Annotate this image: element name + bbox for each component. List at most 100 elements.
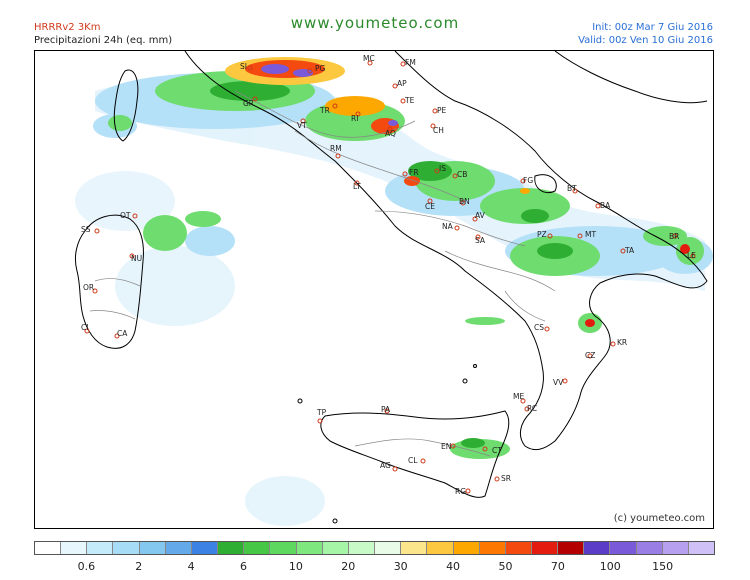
legend-swatch: [401, 542, 428, 554]
legend-label: 30: [393, 560, 408, 573]
city-label: IS: [439, 164, 446, 173]
city-label: VV: [553, 378, 564, 387]
precip-light: [75, 85, 705, 526]
city-label: EN: [441, 442, 451, 451]
legend-swatch: [87, 542, 114, 554]
city-label: TA: [624, 246, 635, 255]
city-label: CB: [457, 170, 467, 179]
city-label: CI: [81, 323, 88, 332]
city-label: NA: [442, 222, 454, 231]
legend-swatch: [375, 542, 402, 554]
legend-label: 100: [599, 560, 621, 573]
city-label: TR: [319, 106, 330, 115]
model-name: HRRRv2 3Km: [34, 22, 101, 33]
legend-swatch: [610, 542, 637, 554]
city-label: FR: [409, 168, 419, 177]
city-label: CL: [408, 456, 418, 465]
city-label: TE: [404, 96, 415, 105]
city-label: CE: [425, 202, 435, 211]
city-label: CH: [433, 126, 444, 135]
legend-swatch: [139, 542, 166, 554]
city-label: VT: [297, 121, 307, 130]
city-label: CS: [534, 323, 544, 332]
legend-swatch: [479, 542, 506, 554]
legend-label: 50: [498, 560, 513, 573]
legend-label: 10: [288, 560, 303, 573]
legend-swatch: [584, 542, 611, 554]
city-label: PE: [437, 106, 447, 115]
legend-label: 150: [652, 560, 674, 573]
legend-swatch: [558, 542, 585, 554]
city-label: AP: [397, 79, 407, 88]
city-label: FM: [405, 58, 416, 67]
precip-darkgreen: [210, 81, 573, 448]
legend-swatch: [636, 542, 663, 554]
city-label: RM: [330, 144, 342, 153]
city-label: CT: [492, 446, 502, 455]
city-label: OT: [120, 211, 131, 220]
city-label: GR: [243, 99, 254, 108]
legend-label: 6: [240, 560, 248, 573]
legend-swatch: [348, 542, 376, 554]
city-label: PZ: [537, 230, 547, 239]
legend-swatch: [688, 542, 715, 554]
legend-label: 70: [550, 560, 565, 573]
legend-swatch: [270, 542, 297, 554]
legend-swatch: [296, 542, 323, 554]
coastlines: [74, 51, 708, 524]
legend-swatch: [505, 542, 532, 554]
precipitation-map: SI PG MC FM AP TE PE GR VT TR RI AQ CH R…: [34, 50, 714, 529]
city-label: SR: [501, 474, 511, 483]
city-label: SI: [240, 62, 247, 71]
legend-label: 4: [187, 560, 195, 573]
legend-swatch: [531, 542, 559, 554]
city-label: ME: [513, 392, 524, 401]
city-label: LT: [353, 182, 361, 191]
city-label: PA: [381, 405, 391, 414]
city-label: TP: [316, 408, 327, 417]
city-label: NU: [131, 254, 142, 263]
map-copyright: (c) youmeteo.com: [613, 513, 705, 524]
city-label: SA: [475, 236, 486, 245]
site-url[interactable]: www.youmeteo.com: [290, 14, 460, 32]
legend-swatch: [427, 542, 454, 554]
city-label: BN: [459, 197, 470, 206]
init-time: Init: 00z Mar 7 Giu 2016: [592, 22, 713, 33]
city-label: LE: [687, 251, 696, 260]
city-label: BA: [600, 201, 611, 210]
legend-swatch: [191, 542, 219, 554]
legend-swatch: [61, 542, 88, 554]
city-label: MC: [363, 54, 375, 63]
city-label: RG: [455, 487, 466, 496]
city-label: AQ: [385, 129, 396, 138]
city-label: MT: [585, 230, 596, 239]
city-markers: SI PG MC FM AP TE PE GR VT TR RI AQ CH R…: [81, 54, 696, 496]
city-label: SS: [81, 225, 91, 234]
city-label: BT: [567, 184, 577, 193]
legend-label: 40: [446, 560, 461, 573]
color-legend: [34, 541, 715, 555]
legend-swatch: [165, 542, 192, 554]
variable-name: Precipitazioni 24h (eq. mm): [34, 35, 173, 46]
legend-swatch: [453, 542, 480, 554]
legend-swatch: [322, 542, 349, 554]
city-label: PG: [315, 64, 326, 73]
city-label: RI: [351, 114, 358, 123]
city-label: AG: [380, 461, 391, 470]
legend-swatch: [113, 542, 140, 554]
legend-swatch: [35, 542, 62, 554]
city-label: FG: [523, 176, 533, 185]
city-label: AV: [475, 211, 486, 220]
legend-swatch: [244, 542, 271, 554]
city-label: CA: [117, 329, 128, 338]
legend-swatch: [662, 542, 689, 554]
valid-time: Valid: 00z Ven 10 Giu 2016: [578, 35, 713, 46]
city-label: OR: [83, 283, 94, 292]
legend-label: 2: [135, 560, 143, 573]
city-label: BR: [669, 232, 679, 241]
region-borders: [89, 90, 556, 457]
map-svg: SI PG MC FM AP TE PE GR VT TR RI AQ CH R…: [74, 51, 713, 526]
city-label: CZ: [585, 351, 595, 360]
city-label: KR: [617, 338, 627, 347]
legend-swatch: [218, 542, 245, 554]
